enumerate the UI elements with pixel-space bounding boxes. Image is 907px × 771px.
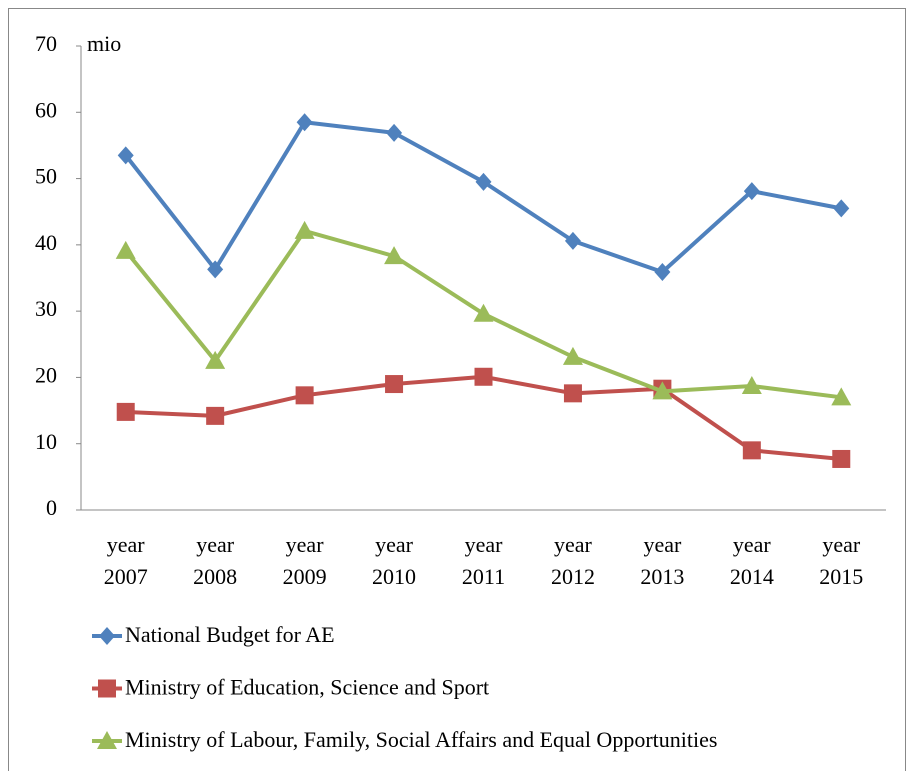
marker [384,246,405,265]
marker [741,376,762,395]
marker [117,146,134,165]
marker [474,367,493,386]
marker [564,231,581,250]
series-line [124,120,842,275]
y-unit-label: mio [87,31,121,56]
marker [205,350,226,369]
marker [294,220,315,239]
marker [743,182,760,201]
x-tick-label: year 2012 [550,532,595,589]
y-tick-label: 20 [35,362,57,387]
x-tick-label: year 2013 [640,532,685,589]
marker [831,387,852,406]
marker [562,346,583,365]
x-tick-label: year 2009 [282,532,327,589]
x-tick-label: year 2015 [819,532,864,589]
marker [832,449,851,468]
x-tick-label: year 2014 [729,532,774,589]
x-tick-label: year 2008 [193,532,238,589]
marker [386,123,403,142]
y-tick-label: 0 [46,495,57,520]
y-tick-label: 30 [35,296,57,321]
legend-marker [98,679,116,698]
legend-label: National Budget for AE [125,622,335,647]
legend-label: Ministry of Labour, Family, Social Affai… [125,727,717,752]
marker [296,113,313,132]
marker [116,402,135,421]
legend-marker [97,731,117,749]
chart-border [8,8,906,771]
x-tick-label: year 2011 [461,532,506,589]
legend-label: Ministry of Education, Science and Sport [125,675,489,700]
y-tick-label: 10 [35,429,57,454]
y-tick-label: 50 [35,164,57,189]
legend-marker [99,627,115,645]
marker [207,260,224,279]
marker [833,199,850,218]
x-tick-label: year 2010 [372,532,417,589]
marker [652,381,673,400]
marker [115,240,136,259]
y-tick-label: 60 [35,97,57,122]
y-tick-label: 70 [35,31,57,56]
marker [654,263,671,282]
marker [475,172,492,191]
marker [563,384,582,403]
marker [385,375,404,394]
marker [206,406,225,425]
marker [742,441,761,460]
marker [295,386,314,405]
x-tick-label: year 2007 [103,532,148,589]
y-tick-label: 40 [35,230,57,255]
marker [473,303,494,322]
